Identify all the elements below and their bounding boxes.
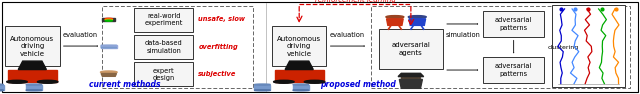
Polygon shape [409,19,426,25]
Ellipse shape [255,84,271,85]
Bar [134,62,193,86]
Circle shape [7,80,28,83]
Text: overfitting: overfitting [198,44,238,50]
Bar [100,45,116,47]
Circle shape [100,71,117,73]
Polygon shape [387,19,403,25]
Polygon shape [398,73,424,77]
Text: data-based
simulation: data-based simulation [145,40,182,54]
Text: evaluation: evaluation [63,32,98,38]
Polygon shape [8,70,57,82]
Ellipse shape [255,90,271,91]
Text: current methods: current methods [89,80,161,89]
Bar [272,26,326,66]
Bar [292,85,308,90]
Text: proposed method: proposed method [321,80,396,89]
Ellipse shape [100,46,116,47]
Ellipse shape [100,47,116,48]
Ellipse shape [292,90,308,91]
Text: real-world
experiment: real-world experiment [145,13,183,27]
Text: reinforcement learning: reinforcement learning [315,0,396,3]
Bar [483,57,544,83]
Bar [26,85,42,90]
Bar [5,26,60,66]
Circle shape [305,80,325,83]
Text: adversarial
patterns: adversarial patterns [495,17,532,31]
Text: unsafe, slow: unsafe, slow [198,16,245,22]
Text: subjective: subjective [198,71,237,77]
Text: adversarial
agents: adversarial agents [392,42,430,56]
Text: Autonomous
driving
vehicle: Autonomous driving vehicle [10,36,54,57]
Circle shape [105,18,113,19]
Polygon shape [275,70,323,82]
Circle shape [105,20,113,21]
Ellipse shape [100,45,116,46]
Bar [102,18,115,21]
Polygon shape [399,79,422,88]
Ellipse shape [26,90,42,91]
Bar [552,5,625,87]
Text: Autonomous
driving
vehicle: Autonomous driving vehicle [277,36,321,57]
Polygon shape [19,61,47,70]
Text: clustering: clustering [547,44,579,50]
Circle shape [274,80,294,83]
Bar [134,35,193,59]
Text: adversarial
patterns: adversarial patterns [495,63,532,77]
Bar [134,8,193,32]
Text: expert
design: expert design [153,67,175,81]
Ellipse shape [0,90,4,91]
Ellipse shape [292,84,308,85]
Bar [255,85,271,90]
Circle shape [37,80,58,83]
Ellipse shape [0,84,4,85]
Circle shape [105,19,113,20]
Ellipse shape [26,84,42,85]
Circle shape [386,16,404,18]
Text: evaluation: evaluation [330,32,365,38]
Bar [483,11,544,37]
Polygon shape [101,74,116,76]
Bar [0,85,4,90]
Bar [371,6,630,88]
Circle shape [401,77,420,79]
Bar [379,29,443,69]
Text: simulation: simulation [445,32,480,38]
Bar [102,6,253,88]
Polygon shape [285,61,314,70]
Circle shape [408,16,426,18]
